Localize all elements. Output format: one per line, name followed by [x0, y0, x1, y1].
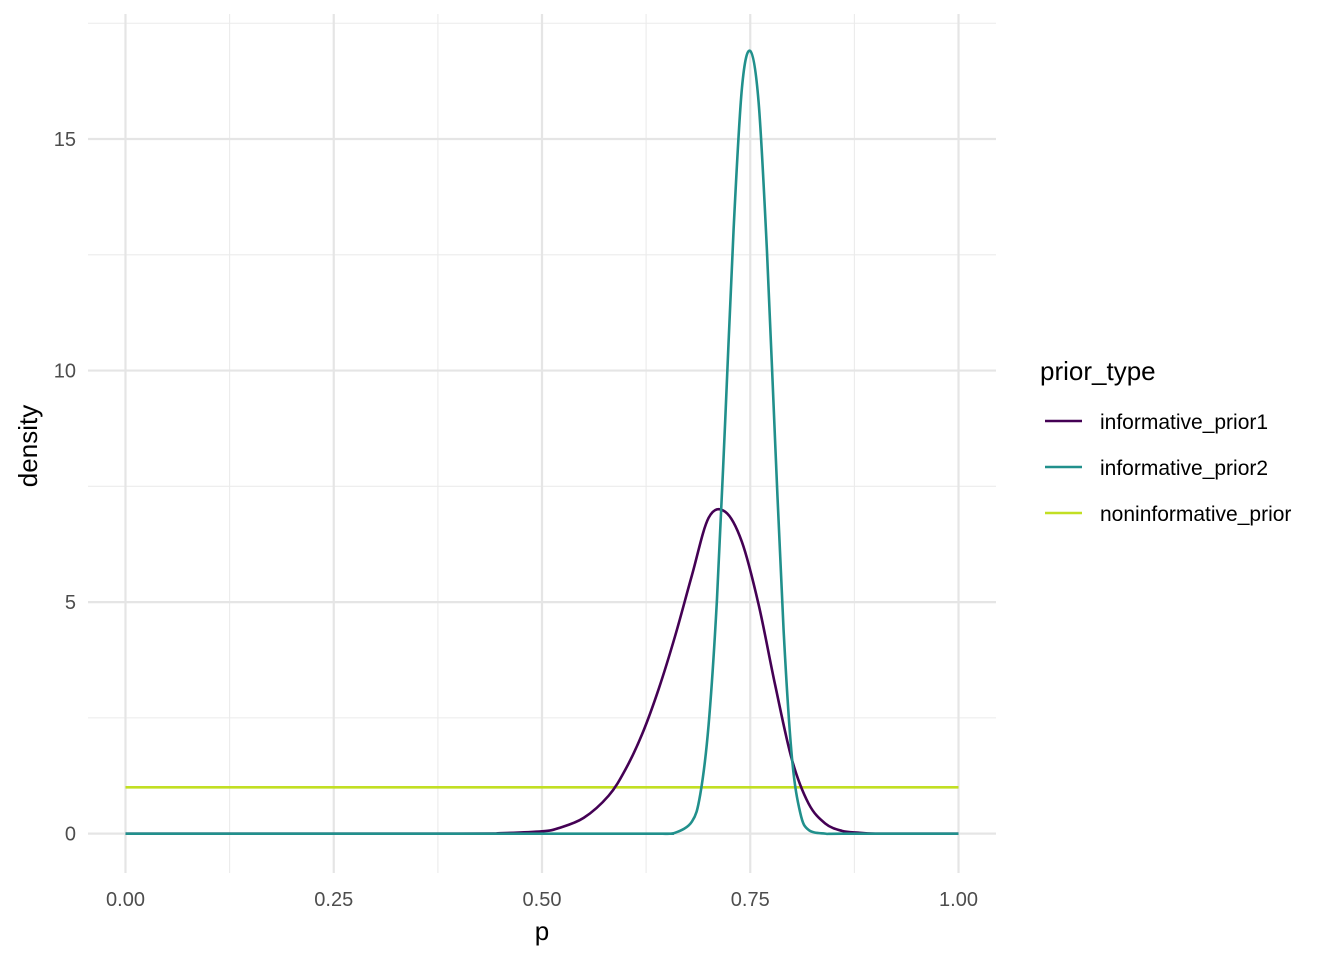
x-axis-title: p: [535, 916, 549, 946]
y-tick-label: 15: [54, 129, 76, 151]
y-axis-title: density: [13, 405, 43, 487]
legend-label-informative-prior2: informative_prior2: [1100, 457, 1268, 480]
y-axis-tick-labels: 0 5 10 15: [54, 129, 76, 846]
x-tick-label: 0.50: [523, 889, 562, 911]
legend-label-informative-prior1: informative_prior1: [1100, 411, 1268, 434]
x-tick-label: 1.00: [939, 889, 978, 911]
x-tick-label: 0.00: [106, 889, 145, 911]
series-line-informative-prior2: [125, 49, 959, 836]
major-gridlines: [88, 14, 996, 873]
x-tick-label: 0.25: [314, 889, 353, 911]
x-tick-label: 0.75: [731, 889, 770, 911]
x-axis-tick-labels: 0.00 0.25 0.50 0.75 1.00: [106, 889, 978, 911]
series-line-informative-prior1: [125, 507, 959, 836]
y-tick-label: 10: [54, 361, 76, 383]
legend-label-noninformative-prior: noninformative_prior: [1100, 503, 1291, 526]
y-tick-label: 5: [65, 592, 76, 614]
legend-title: prior_type: [1040, 356, 1156, 386]
series-lines: [125, 49, 959, 836]
legend: prior_type informative_prior1 informative…: [1040, 356, 1291, 526]
y-tick-label: 0: [65, 824, 76, 846]
